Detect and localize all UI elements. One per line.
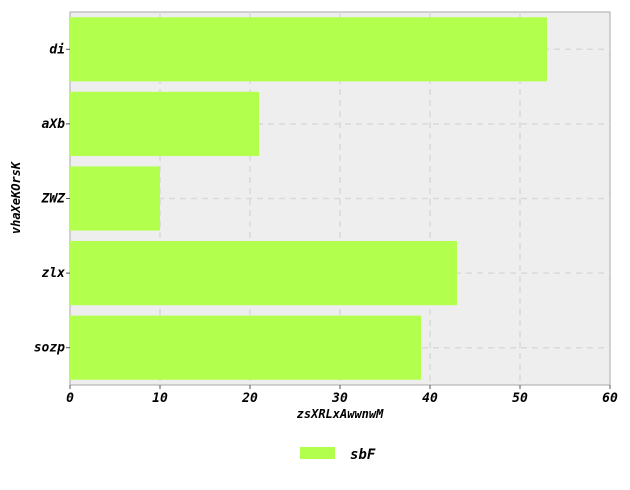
bar-ZWZ [70,166,160,231]
bar-sozp [70,315,421,380]
x-tick-label: 20 [241,391,258,406]
x-tick-label: 10 [152,391,168,406]
y-tick-label: zlx [42,266,66,281]
x-tick-label: 50 [512,391,528,406]
bar-zlx [70,241,457,306]
y-tick-label: aXb [42,117,66,132]
bar-di [70,17,547,82]
x-tick-label: 60 [602,391,618,406]
x-tick-label: 40 [422,391,438,406]
y-tick-label: sozp [34,341,65,356]
x-axis-label: zsXRLxAwwnwM [297,407,384,421]
bars [70,17,547,380]
y-axis-ticks: di aXb ZWZ zlx sozp [34,42,70,356]
bar-aXb [70,91,259,156]
x-axis-ticks: 0 10 20 30 40 50 60 [66,385,618,406]
y-tick-label: ZWZ [41,192,67,207]
y-tick-label: di [49,42,65,57]
legend-label: sbF [350,447,376,463]
x-tick-label: 30 [331,391,348,406]
x-tick-label: 0 [66,391,74,406]
legend-swatch [300,447,335,459]
legend: sbF [300,447,376,463]
y-axis-label: vhaXeKOrsK [9,160,23,234]
